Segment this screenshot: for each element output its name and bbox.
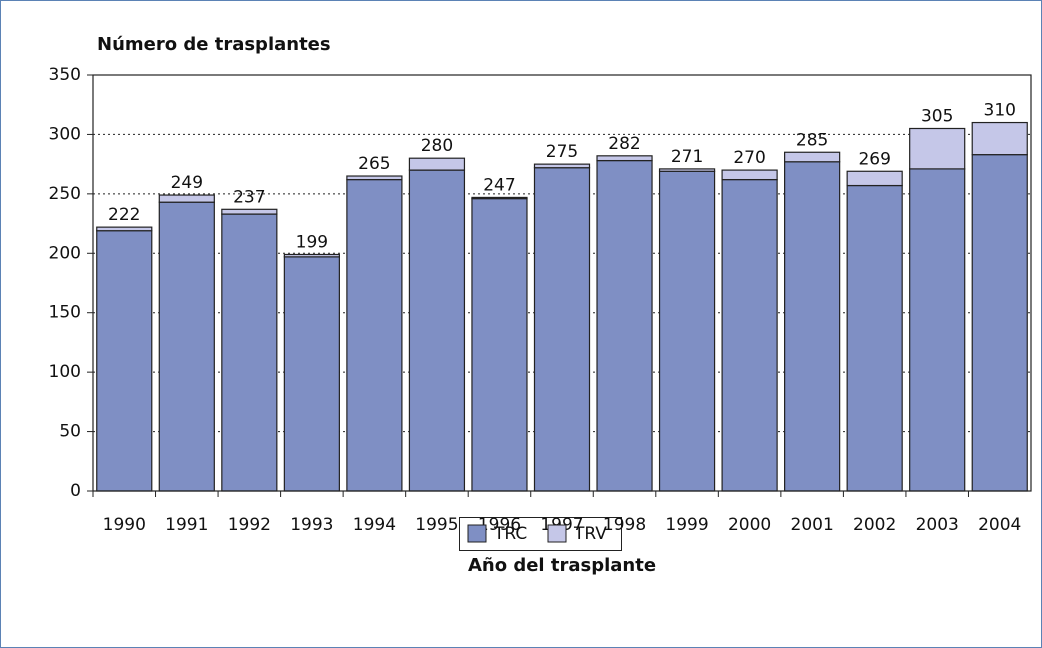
y-tick-label: 350: [49, 65, 81, 85]
total-label: 247: [483, 175, 515, 195]
x-tick-label: 1992: [228, 515, 271, 535]
bar-segment: [471, 198, 528, 492]
x-tick-label: 2002: [853, 515, 896, 535]
bar-segment: [158, 194, 215, 203]
bar-segment: [158, 201, 215, 492]
total-label: 269: [858, 149, 890, 169]
total-label: 249: [171, 173, 203, 193]
x-tick-label: 1993: [290, 515, 333, 535]
bar-segment: [909, 127, 966, 170]
total-label: 199: [296, 232, 328, 252]
bar-segment: [471, 196, 528, 200]
x-tick-label: 1990: [103, 515, 146, 535]
total-label: 275: [546, 142, 578, 162]
bar-segment: [971, 154, 1028, 492]
y-tick-label: 300: [49, 124, 81, 144]
y-tick-label: 50: [59, 422, 81, 442]
bar-segment: [596, 155, 653, 162]
y-tick-label: 150: [49, 303, 81, 323]
bar-segment: [658, 168, 716, 172]
bar-segment: [533, 167, 591, 492]
total-label: 282: [608, 134, 640, 154]
bar-segment: [596, 159, 653, 492]
bar-segment: [408, 169, 466, 492]
x-tick-label: 1999: [665, 515, 708, 535]
legend-swatch: [467, 524, 487, 543]
x-tick-label: 1995: [415, 515, 458, 535]
bar-segment: [283, 256, 340, 492]
y-tick-label: 250: [49, 184, 81, 204]
bar-segment: [846, 184, 903, 492]
bar-segment: [533, 163, 591, 169]
y-tick-label: 200: [49, 243, 81, 263]
bar-segment: [909, 168, 966, 492]
bar-segment: [221, 213, 278, 492]
bar-segment: [658, 170, 716, 492]
x-tick-label: 2003: [916, 515, 959, 535]
y-axis-title: Número de trasplantes: [97, 34, 331, 55]
total-label: 280: [421, 136, 453, 156]
total-label: 222: [108, 205, 140, 225]
x-tick-label: 1994: [353, 515, 396, 535]
y-tick-label: 100: [49, 362, 81, 382]
bar-segment: [408, 157, 466, 171]
bar-segment: [721, 169, 778, 181]
bar-segment: [283, 253, 340, 258]
bar-segment: [221, 208, 278, 215]
x-tick-label: 2004: [978, 515, 1021, 535]
total-label: 271: [671, 147, 703, 167]
legend-label: TRV: [573, 524, 607, 544]
plot-border: [92, 74, 1032, 492]
bar-segment: [96, 226, 153, 232]
x-tick-label: 2000: [728, 515, 771, 535]
y-tick-label: 0: [70, 481, 81, 501]
total-label: 265: [358, 154, 390, 174]
x-tick-label: 1998: [603, 515, 646, 535]
total-label: 270: [733, 148, 765, 168]
bar-segment: [96, 230, 153, 492]
total-label: 305: [921, 106, 953, 126]
bar-segment: [784, 151, 841, 163]
legend-swatch: [547, 524, 567, 543]
total-label: 285: [796, 130, 828, 150]
bar-segment: [971, 121, 1028, 156]
bar-segment: [346, 175, 403, 181]
bar-segment: [346, 178, 403, 492]
x-tick-label: 1996: [478, 515, 521, 535]
legend-label: TRC: [493, 524, 527, 544]
total-label: 310: [984, 101, 1016, 121]
x-tick-label: 1991: [165, 515, 208, 535]
bar-segment: [784, 161, 841, 492]
x-axis-title: Año del trasplante: [468, 555, 656, 576]
x-tick-label: 2001: [791, 515, 834, 535]
total-label: 237: [233, 187, 265, 207]
bar-segment: [721, 178, 778, 492]
bar-segment: [846, 170, 903, 187]
